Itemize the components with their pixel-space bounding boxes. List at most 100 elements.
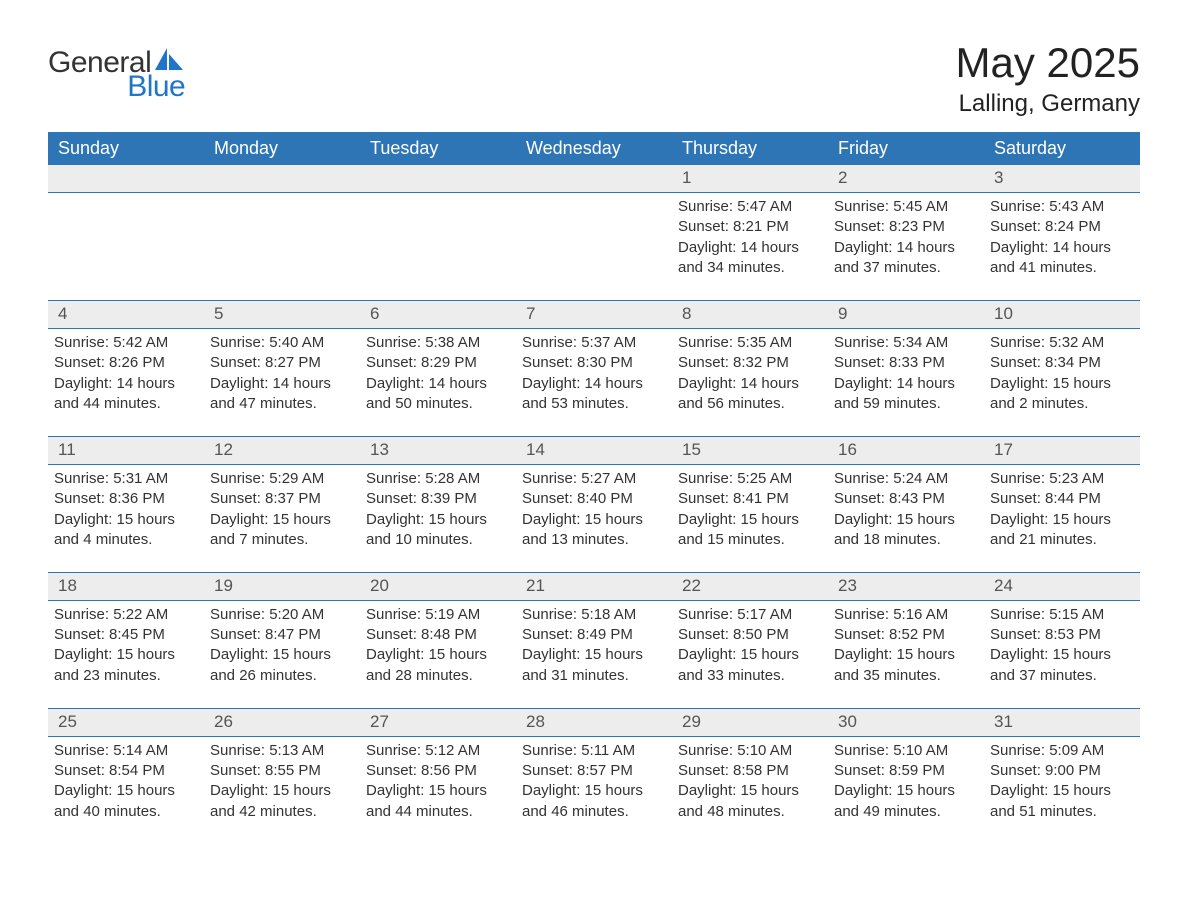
day-number: 28 — [516, 708, 672, 736]
col-monday: Monday — [204, 132, 360, 165]
sunset-label: Sunset: 8:41 PM — [678, 489, 822, 509]
day2-label: and 59 minutes. — [834, 394, 978, 414]
day-cell: Sunrise: 5:37 AMSunset: 8:30 PMDaylight:… — [516, 329, 672, 437]
day-number: 23 — [828, 573, 984, 601]
day-number — [48, 165, 204, 192]
sunrise-label: Sunrise: 5:31 AM — [54, 469, 198, 489]
day1-label: Daylight: 15 hours — [522, 510, 666, 530]
sunset-label: Sunset: 8:39 PM — [366, 489, 510, 509]
sunrise-label: Sunrise: 5:32 AM — [990, 333, 1134, 353]
day-number: 8 — [672, 301, 828, 329]
day-number: 24 — [984, 573, 1140, 601]
day-number: 3 — [984, 165, 1140, 192]
day-cell: Sunrise: 5:18 AMSunset: 8:49 PMDaylight:… — [516, 600, 672, 708]
day1-label: Daylight: 15 hours — [54, 645, 198, 665]
day2-label: and 49 minutes. — [834, 802, 978, 822]
day1-label: Daylight: 15 hours — [990, 510, 1134, 530]
day-cell: Sunrise: 5:14 AMSunset: 8:54 PMDaylight:… — [48, 736, 204, 844]
day1-label: Daylight: 15 hours — [366, 510, 510, 530]
day2-label: and 23 minutes. — [54, 666, 198, 686]
day2-label: and 4 minutes. — [54, 530, 198, 550]
sunset-label: Sunset: 8:49 PM — [522, 625, 666, 645]
sunset-label: Sunset: 8:52 PM — [834, 625, 978, 645]
col-thursday: Thursday — [672, 132, 828, 165]
sunset-label: Sunset: 8:57 PM — [522, 761, 666, 781]
sunset-label: Sunset: 8:30 PM — [522, 353, 666, 373]
sunrise-label: Sunrise: 5:16 AM — [834, 605, 978, 625]
day-detail-row: Sunrise: 5:42 AMSunset: 8:26 PM Daylight:… — [48, 329, 1140, 437]
day-cell: Sunrise: 5:47 AMSunset: 8:21 PMDaylight:… — [672, 193, 828, 301]
day-detail-row: Sunrise: 5:22 AMSunset: 8:45 PMDaylight:… — [48, 600, 1140, 708]
sunrise-label: Sunrise: 5:14 AM — [54, 741, 198, 761]
day2-label: and 2 minutes. — [990, 394, 1134, 414]
day2-label: and 31 minutes. — [522, 666, 666, 686]
sunrise-label: Sunrise: 5:38 AM — [366, 333, 510, 353]
day1-label: Daylight: 15 hours — [834, 645, 978, 665]
sunset-label: Sunset: 8:33 PM — [834, 353, 978, 373]
sunset-label: Sunset: 8:45 PM — [54, 625, 198, 645]
col-wednesday: Wednesday — [516, 132, 672, 165]
day2-label: and 50 minutes. — [366, 394, 510, 414]
sunrise-label: Sunrise: 5:11 AM — [522, 741, 666, 761]
sunset-label: Sunset: 8:27 PM — [210, 353, 354, 373]
day2-label: and 44 minutes. — [54, 394, 198, 414]
day-number: 7 — [516, 301, 672, 329]
sunrise-label: Sunrise: 5:42 AM — [54, 333, 198, 353]
day-cell: Sunrise: 5:16 AMSunset: 8:52 PMDaylight:… — [828, 600, 984, 708]
day2-label: and 42 minutes. — [210, 802, 354, 822]
sunrise-label: Sunrise: 5:29 AM — [210, 469, 354, 489]
sunset-label: Sunset: 8:43 PM — [834, 489, 978, 509]
day-cell: Sunrise: 5:45 AMSunset: 8:23 PMDaylight:… — [828, 193, 984, 301]
day-number: 14 — [516, 437, 672, 465]
day-number: 2 — [828, 165, 984, 192]
sunset-label: Sunset: 8:29 PM — [366, 353, 510, 373]
day1-label: Daylight: 14 hours — [834, 374, 978, 394]
day-number-row: 18192021222324 — [48, 573, 1140, 601]
day1-label: Daylight: 14 hours — [678, 238, 822, 258]
day-cell: Sunrise: 5:42 AMSunset: 8:26 PMDaylight:… — [48, 329, 204, 437]
day-number: 1 — [672, 165, 828, 192]
sunset-label: Sunset: 8:23 PM — [834, 217, 978, 237]
day2-label: and 40 minutes. — [54, 802, 198, 822]
day-number: 15 — [672, 437, 828, 465]
day1-label: Daylight: 15 hours — [522, 781, 666, 801]
day-cell: Sunrise: 5:12 AMSunset: 8:56 PMDaylight:… — [360, 736, 516, 844]
day2-label: and 53 minutes. — [522, 394, 666, 414]
day1-label: Daylight: 14 hours — [678, 374, 822, 394]
sunset-label: Sunset: 8:37 PM — [210, 489, 354, 509]
day-number: 6 — [360, 301, 516, 329]
sunrise-label: Sunrise: 5:35 AM — [678, 333, 822, 353]
day-cell — [48, 193, 204, 301]
col-tuesday: Tuesday — [360, 132, 516, 165]
day-cell: Sunrise: 5:10 AMSunset: 8:59 PMDaylight:… — [828, 736, 984, 844]
day1-label: Daylight: 15 hours — [678, 645, 822, 665]
day-number: 12 — [204, 437, 360, 465]
day1-label: Daylight: 14 hours — [522, 374, 666, 394]
day-number — [516, 165, 672, 192]
col-sunday: Sunday — [48, 132, 204, 165]
day-detail-row: Sunrise: 5:47 AMSunset: 8:21 PMDaylight:… — [48, 193, 1140, 301]
sunrise-label: Sunrise: 5:37 AM — [522, 333, 666, 353]
day2-label: and 28 minutes. — [366, 666, 510, 686]
day-number: 10 — [984, 301, 1140, 329]
day-number: 31 — [984, 708, 1140, 736]
sunset-label: Sunset: 8:40 PM — [522, 489, 666, 509]
day1-label: Daylight: 15 hours — [54, 781, 198, 801]
day-cell: Sunrise: 5:40 AMSunset: 8:27 PMDaylight:… — [204, 329, 360, 437]
day-cell: Sunrise: 5:25 AMSunset: 8:41 PMDaylight:… — [672, 465, 828, 573]
day-number: 17 — [984, 437, 1140, 465]
day1-label: Daylight: 14 hours — [990, 238, 1134, 258]
day-cell: Sunrise: 5:13 AMSunset: 8:55 PMDaylight:… — [204, 736, 360, 844]
day-number: 22 — [672, 573, 828, 601]
sunset-label: Sunset: 8:26 PM — [54, 353, 198, 373]
day-cell: Sunrise: 5:34 AMSunset: 8:33 PMDaylight:… — [828, 329, 984, 437]
day2-label: and 48 minutes. — [678, 802, 822, 822]
day1-label: Daylight: 15 hours — [990, 374, 1134, 394]
day-number: 29 — [672, 708, 828, 736]
day-cell — [204, 193, 360, 301]
day2-label: and 41 minutes. — [990, 258, 1134, 278]
location-label: Lalling, Germany — [956, 90, 1140, 118]
sunset-label: Sunset: 8:48 PM — [366, 625, 510, 645]
day-cell: Sunrise: 5:09 AMSunset: 9:00 PMDaylight:… — [984, 736, 1140, 844]
day-number: 13 — [360, 437, 516, 465]
